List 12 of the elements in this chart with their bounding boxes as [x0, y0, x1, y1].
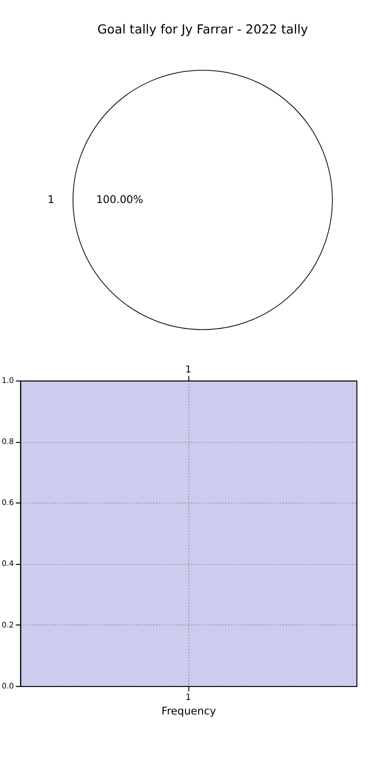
chart-title: Goal tally for Jy Farrar - 2022 tally: [97, 22, 308, 37]
y-tick-label: 0.8: [2, 436, 14, 446]
slice-label: 1: [48, 194, 54, 206]
y-tick-label: 0.2: [2, 620, 14, 630]
y-tick-label: 0.4: [2, 559, 14, 568]
y-tick-label: 0.6: [2, 498, 14, 508]
y-tick-label: 1.0: [2, 376, 14, 385]
y-tick-label: 0.0: [2, 681, 14, 690]
slice-label: 1: [185, 364, 192, 376]
data-label: 100.00%: [96, 194, 144, 206]
x-axis-title: Frequency: [162, 705, 216, 718]
legend-label: 1: [186, 692, 192, 703]
